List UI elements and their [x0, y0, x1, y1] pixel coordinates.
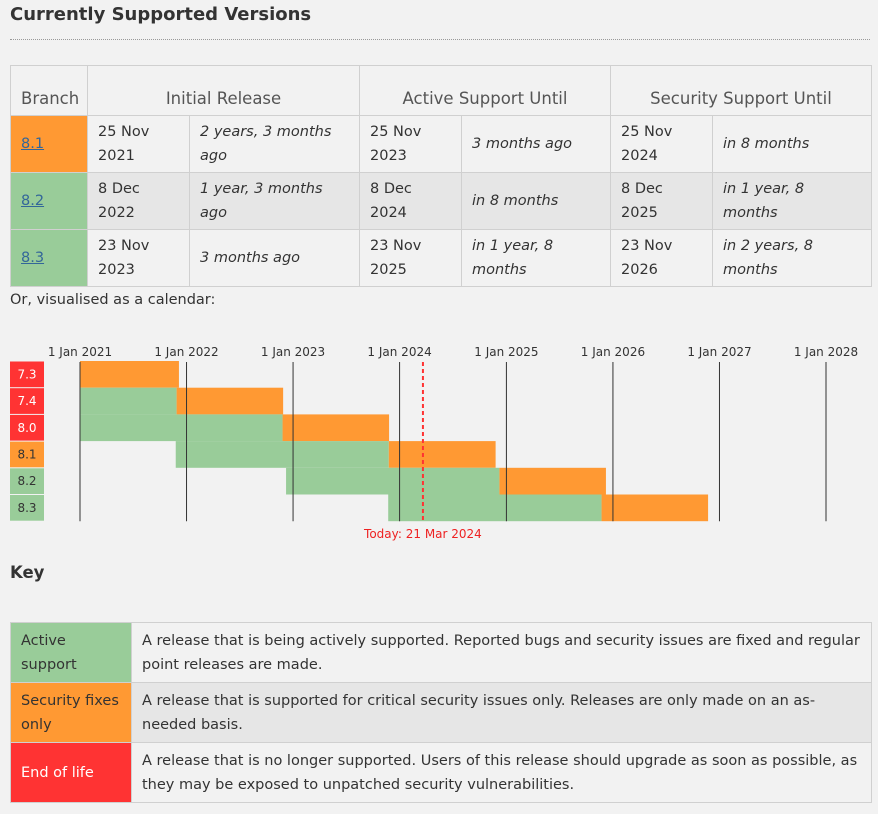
active-bar [80, 414, 283, 442]
active-bar [286, 467, 500, 495]
branch-label: 8.2 [17, 474, 36, 488]
column-header: Security Support Until [610, 65, 872, 116]
branch-label-box [10, 388, 44, 414]
table-cell: 3 months ago [189, 229, 360, 287]
branch-label-box [10, 361, 44, 388]
security-bar [282, 414, 390, 442]
key-row: Active support A release that is being ac… [10, 622, 872, 683]
branch-link[interactable]: 8.3 [21, 250, 45, 266]
branch-cell: 8.3 [10, 229, 88, 287]
table-row: 8.2 8 Dec 2022 1 year, 3 months ago 8 Dec 2… [10, 172, 872, 230]
table-cell: 3 months ago [461, 115, 611, 173]
branch-cell: 8.2 [10, 172, 88, 230]
security-bar [80, 361, 179, 388]
branch-label: 8.1 [17, 447, 36, 461]
year-label: 1 Jan 2026 [581, 345, 645, 359]
branch-label: 7.4 [17, 394, 36, 408]
key-label: Active support [10, 622, 132, 683]
table-row: 8.1 25 Nov 2021 2 years, 3 months ago 25 No… [10, 115, 872, 173]
year-label: 1 Jan 2023 [261, 345, 325, 359]
key-description: A release that is no longer supported. U… [131, 742, 872, 803]
column-header: Active Support Until [359, 65, 611, 116]
table-cell: 25 Nov 2024 [610, 115, 713, 173]
year-label: 1 Jan 2024 [367, 345, 431, 359]
column-header: Branch [10, 65, 88, 116]
table-cell: in 8 months [461, 172, 611, 230]
key-row: End of life A release that is no longer s… [10, 742, 872, 803]
key-description: A release that is supported for critical… [131, 682, 872, 743]
table-cell: 23 Nov 2025 [359, 229, 462, 287]
table-cell: in 1 year, 8 months [461, 229, 611, 287]
branch-label: 8.3 [17, 501, 36, 515]
key-heading: Key [10, 563, 45, 582]
versions-table: Branch Initial Release Active Support Unti… [10, 65, 872, 287]
table-cell: in 2 years, 8 months [712, 229, 872, 287]
branch-label-box [10, 468, 44, 494]
year-label: 1 Jan 2022 [154, 345, 218, 359]
divider [10, 39, 870, 40]
key-label: Security fixes only [10, 682, 132, 743]
table-cell: in 8 months [712, 115, 872, 173]
table-cell: 25 Nov 2023 [359, 115, 462, 173]
table-cell: 25 Nov 2021 [87, 115, 190, 173]
table-cell: 8 Dec 2024 [359, 172, 462, 230]
year-label: 1 Jan 2021 [48, 345, 112, 359]
branch-label-box [10, 441, 44, 468]
table-cell: 23 Nov 2026 [610, 229, 713, 287]
table-cell: 2 years, 3 months ago [189, 115, 360, 173]
branch-link[interactable]: 8.2 [21, 193, 45, 209]
year-label: 1 Jan 2025 [474, 345, 538, 359]
table-cell: 1 year, 3 months ago [189, 172, 360, 230]
branch-label: 7.3 [17, 367, 36, 381]
security-bar [388, 441, 496, 468]
table-cell: in 1 year, 8 months [712, 172, 872, 230]
table-row: 8.3 23 Nov 2023 3 months ago 23 Nov 2025 in … [10, 229, 872, 287]
active-bar [175, 441, 389, 468]
key-description: A release that is being actively support… [131, 622, 872, 683]
branch-link[interactable]: 8.1 [21, 136, 45, 152]
key-table: Active support A release that is being ac… [10, 622, 872, 803]
branch-cell: 8.1 [10, 115, 88, 173]
heading: Currently Supported Versions [10, 4, 312, 25]
table-cell: 8 Dec 2025 [610, 172, 713, 230]
year-label: 1 Jan 2027 [687, 345, 751, 359]
today-label: Today: 21 Mar 2024 [363, 527, 482, 541]
branch-label-box [10, 495, 44, 521]
table-cell: 23 Nov 2023 [87, 229, 190, 287]
branch-label-box [10, 414, 44, 441]
header-row: Branch Initial Release Active Support Unti… [10, 65, 872, 116]
active-bar [388, 494, 602, 522]
calendar-intro: Or, visualised as a calendar: [10, 292, 216, 308]
year-label: 1 Jan 2028 [794, 345, 858, 359]
key-label: End of life [10, 742, 132, 803]
branch-label: 8.0 [17, 421, 36, 435]
column-header: Initial Release [87, 65, 360, 116]
key-row: Security fixes only A release that is sup… [10, 682, 872, 743]
security-bar [601, 494, 709, 522]
security-bar [176, 387, 284, 415]
active-bar [80, 387, 177, 415]
security-bar [499, 467, 606, 495]
table-cell: 8 Dec 2022 [87, 172, 190, 230]
calendar: 7.3 7.4 8.0 8.1 8.2 8.3 1 Jan 2021 1 Jan 2022 1 … [10, 345, 858, 541]
